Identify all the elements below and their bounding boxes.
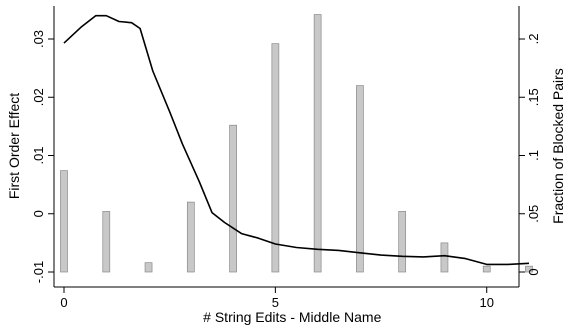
bar-6 [313,14,322,273]
ticks-layer: 0 5 10 -.01 0 .01 .02 .03 0 .05 .1 .15 .2 [31,30,541,310]
bar-11 [525,265,533,273]
bars-layer [60,14,533,273]
bar-8 [398,211,407,273]
y-left-tick-label: 0 [31,210,46,217]
y-right-tick-label: .15 [526,88,541,106]
x-tick-label: 5 [272,295,279,310]
y-left-tick-label: .03 [31,30,46,48]
y-right-tick-label: 0 [526,268,541,275]
bar-0 [60,170,68,273]
bar-3 [186,201,195,273]
bar-10 [482,265,491,273]
y-right-axis-title: Fraction of Blocked Pairs [550,68,566,224]
x-axis-title: # String Edits - Middle Name [203,309,381,325]
bar-1 [102,211,111,273]
y-left-axis-title: First Order Effect [6,93,22,199]
bar-5 [271,43,280,273]
y-left-tick-label: -.01 [31,261,46,283]
x-tick-label: 0 [60,295,67,310]
y-right-tick-label: .05 [526,205,541,223]
y-left-tick-label: .01 [31,146,46,164]
y-right-tick-label: .2 [526,34,541,45]
bar-7 [356,85,364,273]
y-right-tick-label: .1 [526,150,541,161]
first-order-effect-line [63,14,530,266]
y-left-tick-label: .02 [31,88,46,106]
line-layer [63,14,530,266]
axes-layer [53,6,520,288]
bar-2 [144,262,153,273]
bar-9 [440,242,449,273]
x-tick-label: 10 [479,295,493,310]
bar-4 [229,124,237,273]
